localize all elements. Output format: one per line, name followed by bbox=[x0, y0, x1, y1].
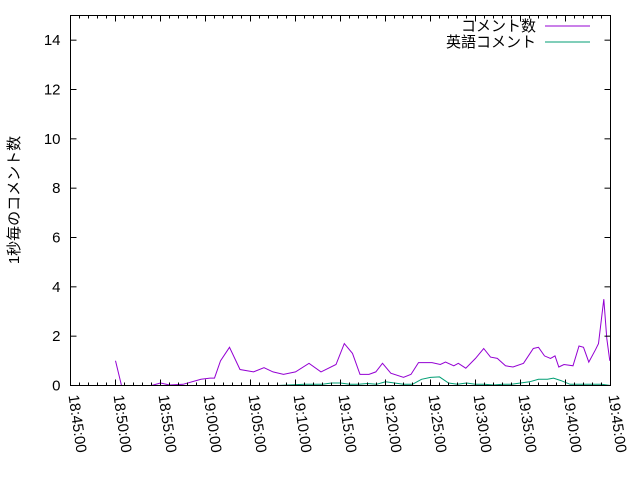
y-tick-label: 12 bbox=[44, 82, 61, 99]
y-tick-label: 14 bbox=[44, 32, 61, 49]
series-line-0 bbox=[115, 299, 611, 386]
y-axis: 0 2 4 6 8 10 12 14 bbox=[44, 32, 611, 395]
y-tick-label: 0 bbox=[52, 378, 60, 395]
plot-border bbox=[70, 15, 611, 386]
x-tick-label: 19:30:00 bbox=[470, 394, 495, 454]
x-axis: 18:45:00 18:50:00 18:55:00 19:00:00 19:05:00… bbox=[65, 15, 630, 454]
x-tick-label: 19:45:00 bbox=[605, 394, 630, 454]
x-tick-label: 19:10:00 bbox=[290, 394, 315, 454]
x-tick-label: 18:55:00 bbox=[155, 394, 180, 454]
y-tick-label: 8 bbox=[52, 180, 60, 197]
x-tick-label: 18:50:00 bbox=[110, 394, 135, 454]
y-tick-label: 6 bbox=[52, 230, 60, 247]
x-tick-label: 19:35:00 bbox=[515, 394, 540, 454]
x-tick-label: 18:45:00 bbox=[65, 394, 90, 454]
y-axis-label: 1秒毎のコメント数 bbox=[6, 136, 23, 264]
legend-label-comments: コメント数 bbox=[461, 18, 536, 35]
legend-label-english-comments: 英語コメント bbox=[446, 33, 536, 51]
x-tick-label: 19:40:00 bbox=[560, 394, 585, 454]
y-tick-label: 2 bbox=[52, 328, 60, 345]
series-line-1 bbox=[277, 376, 611, 386]
x-tick-label: 19:20:00 bbox=[380, 394, 405, 454]
y-tick-label: 10 bbox=[44, 131, 61, 148]
legend: コメント数 英語コメント bbox=[446, 18, 590, 51]
y-tick-label: 4 bbox=[52, 279, 60, 296]
x-tick-label: 19:15:00 bbox=[335, 394, 360, 454]
x-tick-label: 19:05:00 bbox=[245, 394, 270, 454]
x-tick-label: 19:00:00 bbox=[200, 394, 225, 454]
series-layer bbox=[115, 299, 611, 386]
x-tick-label: 19:25:00 bbox=[425, 394, 450, 454]
